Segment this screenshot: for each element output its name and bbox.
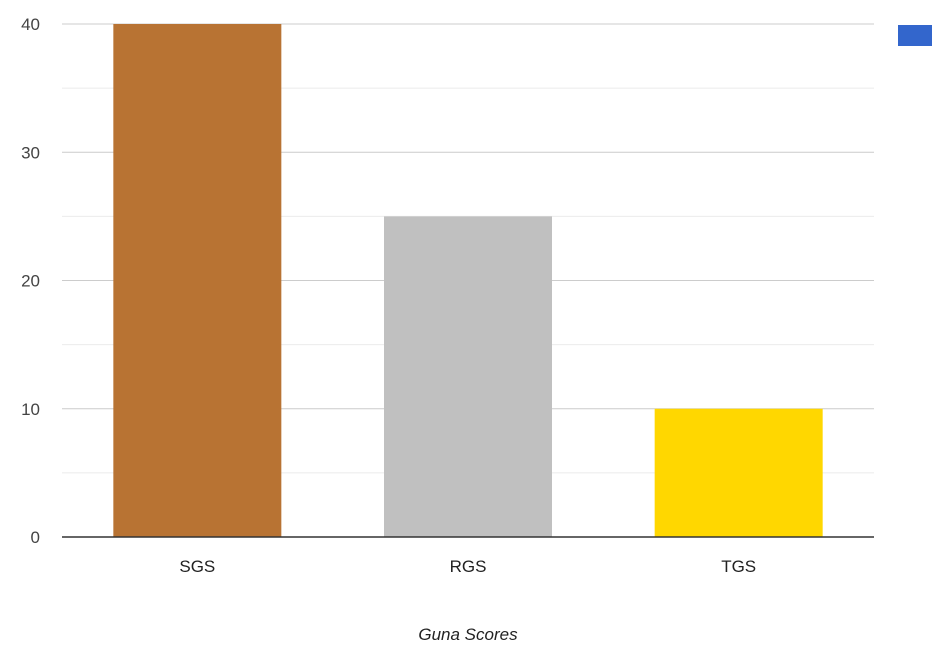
bar-rgs[interactable]	[384, 216, 552, 537]
y-tick-label: 30	[21, 143, 40, 162]
bar-tgs[interactable]	[654, 408, 823, 537]
x-tick-label: SGS	[179, 557, 215, 576]
y-tick-label: 0	[31, 528, 40, 547]
x-tick-label: RGS	[450, 557, 487, 576]
x-axis-ticks: SGS RGS TGS	[179, 557, 756, 576]
x-axis-title: Guna Scores	[418, 625, 518, 644]
y-tick-label: 10	[21, 400, 40, 419]
bar-sgs[interactable]	[113, 24, 282, 537]
bars	[113, 24, 823, 537]
y-tick-label: 40	[21, 15, 40, 34]
x-tick-label: TGS	[721, 557, 756, 576]
y-axis-ticks: 0 10 20 30 40	[21, 15, 40, 547]
y-tick-label: 20	[21, 272, 40, 291]
legend-swatch	[898, 25, 932, 46]
